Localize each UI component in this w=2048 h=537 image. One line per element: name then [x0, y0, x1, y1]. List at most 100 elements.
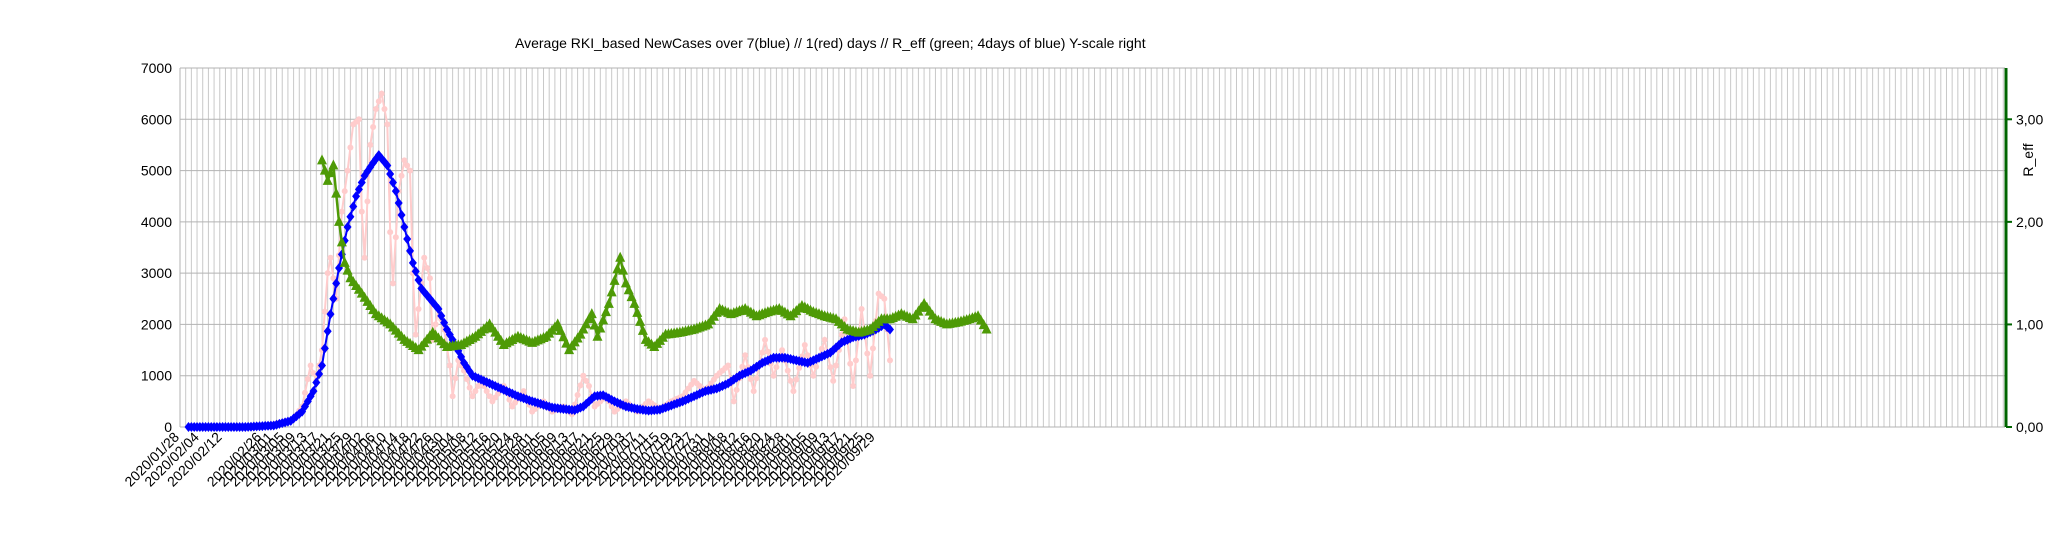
data-point-daily	[404, 162, 411, 169]
data-point-daily	[401, 157, 408, 164]
y2-tick-label: 1,00	[2016, 316, 2043, 332]
y-tick-label: 1000	[141, 368, 172, 384]
data-point-daily	[577, 382, 584, 389]
data-point-daily	[810, 372, 817, 379]
data-point-daily	[463, 376, 470, 383]
data-point-reff	[637, 324, 648, 335]
data-point-avg7	[315, 369, 324, 380]
y-tick-label: 4000	[141, 214, 172, 230]
data-point-daily	[779, 347, 786, 354]
series	[184, 89, 992, 432]
data-point-reff	[598, 314, 609, 325]
data-point-daily	[759, 349, 766, 356]
data-point-daily	[793, 376, 800, 383]
data-point-daily	[381, 106, 388, 113]
data-point-daily	[739, 363, 746, 370]
data-point-daily	[301, 389, 308, 396]
data-point-reff	[601, 306, 611, 317]
data-point-avg7	[323, 326, 332, 337]
grid	[179, 67, 2005, 428]
data-point-avg7	[434, 304, 443, 315]
data-point-reff	[626, 291, 637, 302]
data-point-daily	[804, 352, 811, 359]
data-point-daily	[338, 208, 345, 215]
data-point-daily	[867, 372, 874, 379]
data-point-daily	[344, 167, 351, 174]
data-point-avg7	[352, 191, 361, 202]
data-point-avg7	[309, 386, 318, 397]
data-point-daily	[770, 372, 777, 379]
data-point-daily	[446, 362, 453, 369]
data-point-daily	[506, 396, 513, 403]
data-point-daily	[398, 172, 405, 179]
y2-tick-label: 3,00	[2016, 111, 2043, 127]
data-point-daily	[764, 348, 771, 355]
data-point-reff	[618, 264, 629, 275]
data-point-daily	[841, 316, 848, 323]
data-point-daily	[787, 377, 794, 384]
data-point-reff	[581, 318, 592, 329]
data-point-avg7	[326, 309, 335, 320]
data-point-daily	[307, 362, 314, 369]
data-point-reff	[328, 159, 339, 170]
data-point-avg7	[406, 245, 415, 256]
data-point-daily	[753, 375, 760, 382]
data-point-daily	[821, 336, 828, 343]
data-point-reff	[342, 264, 353, 275]
data-point-daily	[475, 382, 482, 389]
data-point-daily	[358, 208, 365, 215]
data-point-daily	[324, 270, 331, 277]
data-point-daily	[347, 144, 354, 151]
data-point-daily	[583, 377, 590, 384]
data-point-reff	[336, 236, 347, 247]
data-point-daily	[887, 357, 893, 364]
data-point-daily	[801, 341, 808, 348]
axes: 0 1000 2000 3000 4000 5000 6000 7000 0,00 1,00 2,0…	[121, 60, 2043, 490]
data-point-avg7	[386, 168, 395, 179]
data-point-reff	[575, 328, 586, 339]
y-tick-label: 3000	[141, 265, 172, 281]
labels: Average RKI_based NewCases over 7(blue) …	[515, 35, 2036, 177]
data-point-daily	[733, 386, 740, 393]
data-point-daily	[387, 229, 394, 236]
data-point-reff	[609, 274, 620, 285]
data-point-avg7	[394, 198, 403, 209]
data-point-avg7	[886, 324, 894, 335]
data-point-daily	[449, 393, 456, 400]
data-point-daily	[827, 364, 834, 371]
data-point-reff	[589, 319, 600, 330]
data-point-reff	[586, 308, 597, 319]
data-point-reff	[612, 263, 623, 274]
data-point-avg7	[354, 184, 363, 195]
data-point-reff	[635, 315, 646, 326]
data-point-daily	[415, 306, 422, 313]
data-point-daily	[762, 336, 769, 343]
data-point-daily	[773, 364, 780, 371]
data-point-daily	[372, 106, 379, 113]
data-point-avg7	[343, 221, 352, 232]
data-point-daily	[725, 362, 732, 369]
chart-title: Average RKI_based NewCases over 7(blue) …	[515, 35, 1146, 51]
data-point-daily	[412, 331, 419, 338]
data-point-daily	[330, 275, 337, 282]
data-point-daily	[364, 198, 371, 205]
data-point-daily	[833, 362, 840, 369]
y-tick-label: 5000	[141, 163, 172, 179]
data-point-reff	[331, 187, 342, 198]
data-point-avg7	[318, 360, 326, 371]
data-point-daily	[852, 357, 859, 364]
data-point-daily	[472, 388, 479, 395]
data-point-daily	[327, 254, 334, 261]
data-point-daily	[864, 350, 871, 357]
data-point-daily	[750, 388, 757, 395]
data-point-daily	[426, 275, 433, 282]
data-point-daily	[858, 306, 865, 313]
data-point-daily	[847, 360, 854, 367]
data-point-avg7	[389, 177, 397, 188]
data-point-daily	[869, 345, 876, 352]
data-point-reff	[583, 313, 594, 324]
data-point-daily	[370, 123, 377, 130]
data-point-daily	[321, 308, 328, 315]
